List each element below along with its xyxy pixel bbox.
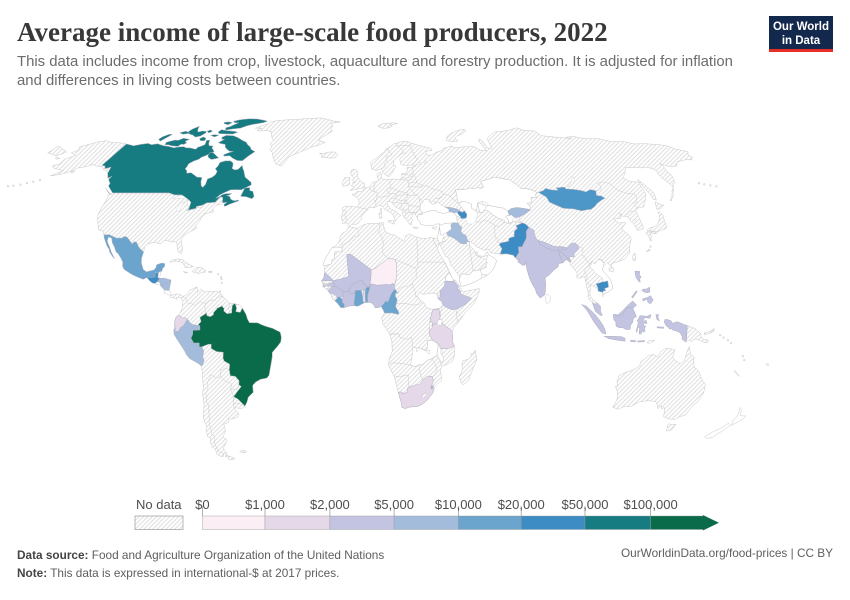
svg-text:$0: $0 (195, 497, 209, 512)
svg-text:$2,000: $2,000 (310, 497, 350, 512)
svg-text:$5,000: $5,000 (374, 497, 414, 512)
svg-text:$100,000: $100,000 (623, 497, 677, 512)
svg-text:$20,000: $20,000 (498, 497, 545, 512)
svg-text:No data: No data (136, 497, 182, 512)
svg-text:$10,000: $10,000 (435, 497, 482, 512)
svg-text:$50,000: $50,000 (562, 497, 609, 512)
svg-text:$1,000: $1,000 (245, 497, 285, 512)
